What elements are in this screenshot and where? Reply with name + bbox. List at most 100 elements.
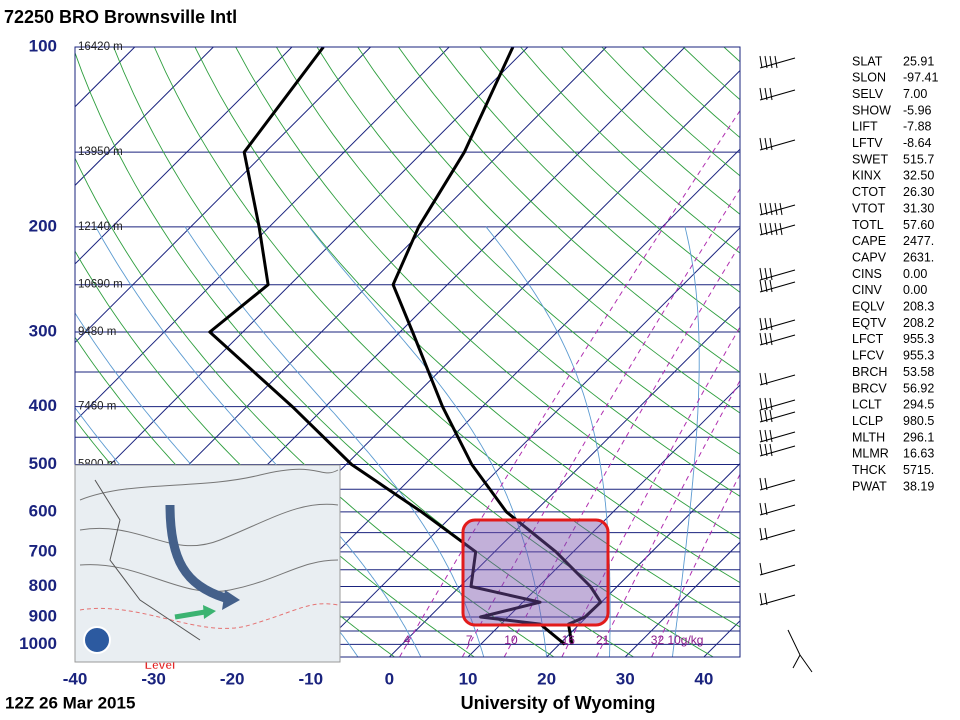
mixing-ratio-label: 10: [504, 633, 518, 647]
wind-barb: [774, 55, 778, 69]
isotherm: [75, 47, 293, 265]
wind-barb: [764, 372, 768, 386]
x-tick-label: 0: [385, 669, 394, 688]
mixing-ratio-label: 32: [651, 633, 665, 647]
index-name: LFCT: [852, 332, 884, 346]
moist-adiabat: [184, 226, 485, 657]
wind-barb: [759, 89, 796, 101]
wind-barb: [759, 317, 763, 331]
wind-barb: [759, 592, 763, 606]
mixing-ratio-unit: 10g/kg: [667, 633, 703, 647]
moist-adiabat: [671, 226, 700, 657]
index-value: 955.3: [903, 332, 934, 346]
wind-barb: [764, 527, 768, 541]
wind-barb: [769, 137, 773, 151]
temperature-profile: [391, 47, 603, 645]
wind-barb: [759, 504, 796, 516]
index-value: 53.58: [903, 365, 934, 379]
index-value: 208.2: [903, 316, 934, 330]
y-tick-label: 600: [29, 501, 57, 520]
wind-barb: [764, 443, 768, 457]
y-tick-label: 700: [29, 541, 57, 560]
index-value: 515.7: [903, 152, 934, 166]
x-tick-label: 10: [459, 669, 478, 688]
index-value: 56.92: [903, 381, 934, 395]
chart-title: 72250 BRO Brownsville Intl: [4, 7, 237, 27]
wind-barb: [764, 137, 768, 151]
index-value: 0.00: [903, 267, 927, 281]
wind-barb: [769, 443, 773, 457]
index-value: 980.5: [903, 414, 934, 428]
wind-barb: [764, 332, 768, 346]
index-value: 16.63: [903, 447, 934, 461]
wind-barb: [779, 202, 783, 216]
inset-logo: [83, 626, 111, 654]
isotherm: [75, 47, 529, 501]
wind-barb: [759, 204, 796, 216]
wind-barb: [759, 281, 796, 293]
wind-barb: [759, 374, 796, 386]
index-name: CTOT: [852, 185, 886, 199]
footer-source: University of Wyoming: [461, 693, 656, 713]
index-name: LIFT: [852, 120, 878, 134]
wind-barb: [759, 222, 763, 236]
wind-barb: [769, 397, 773, 411]
mixing-ratio-line: [595, 379, 740, 657]
index-value: 2631.: [903, 250, 934, 264]
x-tick-label: -40: [63, 669, 88, 688]
highlight-box: [461, 518, 610, 627]
mixing-ratio-line: [503, 243, 740, 657]
wind-barb: [769, 332, 773, 346]
index-value: 2477.: [903, 234, 934, 248]
wind-barb: [779, 222, 783, 236]
wind-barb: [764, 55, 768, 69]
wind-barb: [759, 429, 763, 443]
dry-adiabat: [194, 47, 740, 584]
inset-coast: [94, 479, 201, 641]
x-tick-label: -30: [141, 669, 166, 688]
moist-adiabat: [485, 226, 611, 657]
grid-line: [467, 384, 740, 657]
wind-barb: [769, 279, 773, 293]
index-value: 7.00: [903, 87, 927, 101]
mixing-ratio-label: 4: [404, 633, 411, 647]
wind-barb: [759, 409, 763, 423]
index-name: LFTV: [852, 136, 883, 150]
height-label: 7460 m: [78, 401, 116, 413]
wind-barb: [764, 477, 768, 491]
dry-adiabat: [357, 47, 740, 414]
index-value: 294.5: [903, 398, 934, 412]
index-value: -7.88: [903, 120, 932, 134]
wind-barb: [764, 429, 768, 443]
wind-barb: [759, 202, 763, 216]
dry-adiabat: [113, 47, 714, 657]
wind-barb: [769, 429, 773, 443]
dry-adiabat: [316, 47, 740, 455]
y-tick-label: 200: [29, 216, 57, 235]
index-value: 0.00: [903, 283, 927, 297]
dry-adiabat: [75, 51, 634, 657]
wind-barb: [759, 502, 763, 516]
wind-barb: [759, 269, 796, 281]
inset-arrow-head: [203, 605, 216, 619]
index-value: 31.30: [903, 201, 934, 215]
x-tick-label: 30: [616, 669, 635, 688]
index-name: SHOW: [852, 103, 891, 117]
index-name: SWET: [852, 152, 888, 166]
profile-layer: [208, 47, 603, 646]
index-value: -5.96: [903, 103, 932, 117]
wind-barb: [759, 87, 763, 101]
index-name: LCLP: [852, 414, 883, 428]
height-label: 10690 m: [78, 279, 123, 291]
wind-barb: [759, 57, 796, 69]
wind-barb: [759, 372, 763, 386]
wind-barb: [759, 319, 796, 331]
wind-barb: [769, 267, 773, 281]
footer-date: 12Z 26 Mar 2015: [5, 693, 135, 712]
mixing-ratio-label: 7: [466, 633, 473, 647]
inset-contour: [79, 503, 339, 547]
index-value: 296.1: [903, 430, 934, 444]
wind-barb: [759, 594, 796, 606]
index-value: 26.30: [903, 185, 934, 199]
